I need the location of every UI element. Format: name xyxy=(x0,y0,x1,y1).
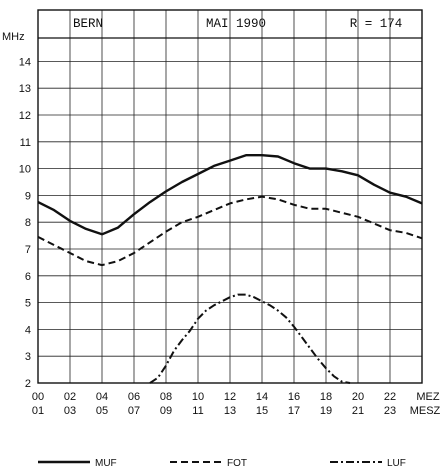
y-tick-label: 12 xyxy=(19,110,31,122)
y-tick-labels: 2 3 4 5 6 7 8 9 10 11 12 13 14 xyxy=(19,56,31,390)
header-period: MAI 1990 xyxy=(206,17,266,31)
y-tick-label: 6 xyxy=(25,271,31,283)
legend: MUF FOT LUF xyxy=(38,458,406,469)
grid xyxy=(37,10,423,384)
x-tick-labels: 00 02 04 06 08 10 12 14 16 18 20 22 01 03 05 07 09 11 13 15… xyxy=(32,391,441,417)
series-lines xyxy=(37,153,423,384)
series-line-fot xyxy=(37,195,423,267)
legend-label-luf: LUF xyxy=(387,458,406,469)
legend-label-fot: FOT xyxy=(227,458,247,469)
y-tick-label: 5 xyxy=(25,298,31,310)
x-tick-label-secondary: 11 xyxy=(192,405,203,417)
y-tick-label: 11 xyxy=(20,137,31,149)
x-tick-label: 18 xyxy=(320,391,332,403)
y-tick-label: 7 xyxy=(25,244,31,256)
y-tick-label: 13 xyxy=(19,83,31,95)
x-tick-label-secondary: 21 xyxy=(352,405,364,417)
x-tick-label-secondary: 01 xyxy=(32,405,44,417)
y-tick-label: 14 xyxy=(19,56,31,68)
y-tick-label: 3 xyxy=(25,351,31,363)
x-tick-label: 00 xyxy=(32,391,44,403)
x-tick-label-secondary: 05 xyxy=(96,405,108,417)
x-tick-label: 06 xyxy=(128,391,140,403)
x-axis-label-mez: MEZ xyxy=(416,391,440,403)
y-tick-label: 2 xyxy=(25,378,31,390)
x-tick-label-secondary: 19 xyxy=(320,405,332,417)
x-tick-label-secondary: 03 xyxy=(64,405,76,417)
y-tick-label: 10 xyxy=(19,164,31,176)
header-ssn: R = 174 xyxy=(350,17,403,31)
x-tick-label-secondary: 09 xyxy=(160,405,172,417)
y-axis-unit: MHz xyxy=(2,31,25,43)
y-tick-label: 4 xyxy=(25,324,31,336)
x-tick-label-secondary: 15 xyxy=(256,405,268,417)
x-axis-label-mesz: MESZ xyxy=(410,405,441,417)
series-line-luf xyxy=(149,293,351,384)
x-tick-label: 10 xyxy=(192,391,204,403)
legend-label-muf: MUF xyxy=(95,458,117,469)
x-tick-label: 22 xyxy=(384,391,396,403)
x-tick-label-secondary: 23 xyxy=(384,405,396,417)
series-line-muf xyxy=(37,153,423,236)
x-tick-label: 20 xyxy=(352,391,364,403)
x-tick-label-secondary: 13 xyxy=(224,405,236,417)
chart-header: BERN MAI 1990 R = 174 xyxy=(73,17,402,31)
x-tick-label-secondary: 07 xyxy=(128,405,140,417)
header-station: BERN xyxy=(73,17,103,31)
x-tick-label: 12 xyxy=(224,391,236,403)
plot-frame xyxy=(37,9,423,384)
x-tick-label: 02 xyxy=(64,391,76,403)
x-tick-label: 04 xyxy=(96,391,108,403)
y-tick-label: 9 xyxy=(25,190,31,202)
x-tick-label-secondary: 17 xyxy=(288,405,300,417)
y-tick-label: 8 xyxy=(25,217,31,229)
x-tick-label: 08 xyxy=(160,391,172,403)
x-tick-label: 16 xyxy=(288,391,300,403)
x-tick-label: 14 xyxy=(256,391,268,403)
